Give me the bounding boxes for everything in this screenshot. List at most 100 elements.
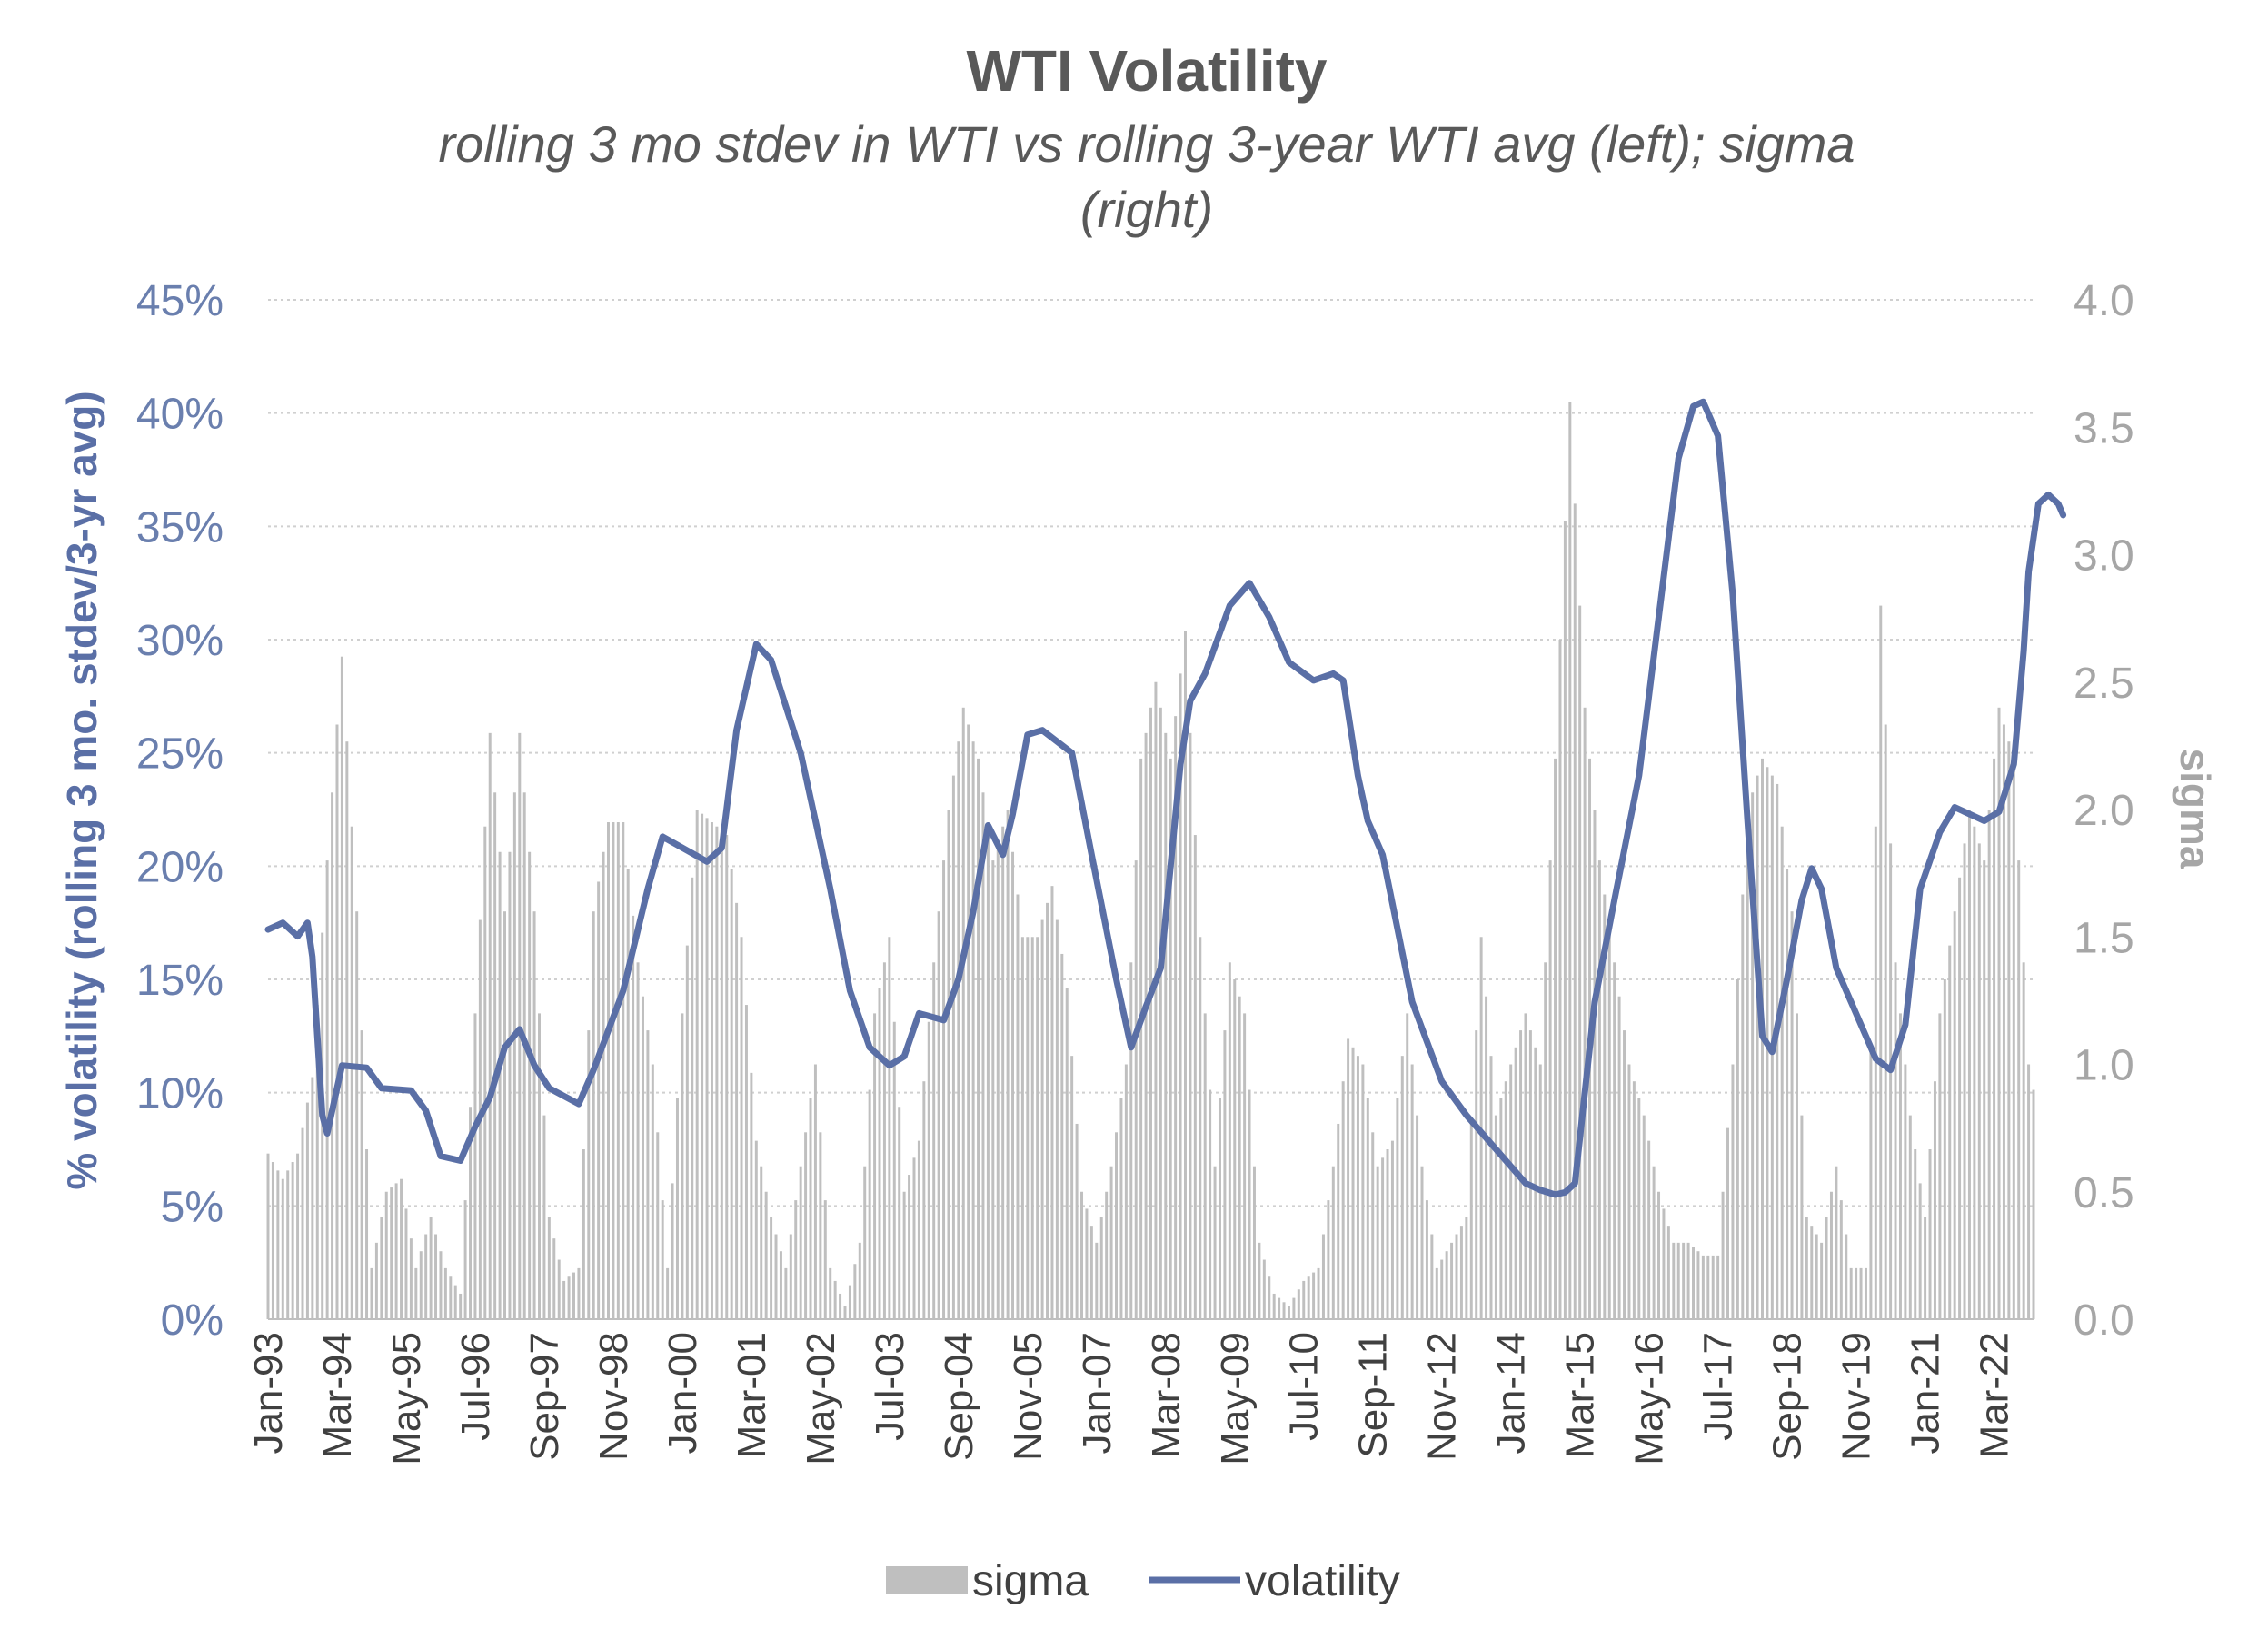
sigma-bar xyxy=(947,810,950,1319)
chart-subtitle-line-1: rolling 3 mo stdev in WTI vs rolling 3-y… xyxy=(438,115,1855,173)
sigma-bar xyxy=(1193,835,1197,1319)
sigma-bar xyxy=(1450,1242,1454,1319)
sigma-bar xyxy=(1696,1251,1700,1319)
sigma-bar xyxy=(552,1238,556,1319)
sigma-bar xyxy=(1065,988,1069,1319)
sigma-bar xyxy=(1780,826,1784,1319)
sigma-bar xyxy=(1055,919,1059,1319)
sigma-bar xyxy=(1721,1191,1725,1319)
x-tick-label: May-09 xyxy=(1213,1332,1258,1465)
sigma-bar xyxy=(1676,1242,1680,1319)
sigma-bar xyxy=(325,860,329,1319)
sigma-bar xyxy=(350,826,353,1319)
x-tick-label: Nov-12 xyxy=(1420,1332,1465,1461)
sigma-bar xyxy=(1997,707,2001,1319)
sigma-bar xyxy=(1203,1013,1207,1319)
sigma-bar xyxy=(1607,928,1611,1319)
sigma-bar xyxy=(2032,1089,2035,1319)
sigma-bar xyxy=(927,1021,930,1319)
sigma-bar xyxy=(1756,775,1759,1319)
y-axis-left-label: % volatility (rolling 3 mo. stdev/3-yr a… xyxy=(58,391,105,1189)
sigma-bar xyxy=(888,937,891,1319)
sigma-bar xyxy=(271,1162,274,1319)
sigma-bar xyxy=(760,1166,763,1319)
sigma-bar xyxy=(917,1140,920,1319)
y-axis-right-label: sigma xyxy=(2172,749,2219,869)
sigma-bar xyxy=(1085,1208,1089,1319)
sigma-bar xyxy=(991,860,995,1319)
sigma-bar xyxy=(374,1242,378,1319)
sigma-bar xyxy=(1006,810,1010,1319)
sigma-bar xyxy=(1347,1038,1350,1319)
sigma-bar xyxy=(1524,1013,1527,1319)
sigma-bar xyxy=(908,1175,911,1319)
chart-subtitle-line-2: (right) xyxy=(1080,181,1213,238)
sigma-bar xyxy=(1149,707,1152,1319)
sigma-bar xyxy=(429,1217,433,1319)
sigma-bar xyxy=(853,1264,857,1319)
sigma-bar xyxy=(1815,1234,1818,1319)
sigma-bar xyxy=(419,1251,423,1319)
sigma-bar xyxy=(967,724,970,1319)
sigma-bar xyxy=(1701,1255,1705,1319)
sigma-bar xyxy=(400,1178,403,1319)
sigma-bar xyxy=(661,1200,664,1319)
sigma-bar xyxy=(823,1200,827,1319)
legend: sigma volatility xyxy=(886,1557,1400,1605)
y-left-tick-label: 35% xyxy=(136,503,224,551)
sigma-bar xyxy=(453,1285,457,1319)
sigma-bar xyxy=(646,1030,650,1319)
sigma-bar xyxy=(1928,1149,1932,1319)
sigma-bar xyxy=(1337,1123,1340,1319)
sigma-bar xyxy=(1613,962,1616,1319)
sigma-bar xyxy=(1030,937,1034,1319)
sigma-bar xyxy=(1020,937,1024,1319)
sigma-bar xyxy=(1973,826,1976,1319)
sigma-bar xyxy=(1154,681,1158,1319)
y-axis-right-ticks: 0.0 0.5 1.0 1.5 2.0 2.5 3.0 3.5 4.0 xyxy=(2074,277,2134,1345)
sigma-bar xyxy=(414,1267,418,1319)
sigma-bar xyxy=(1050,886,1054,1319)
sigma-bar xyxy=(977,758,980,1319)
sigma-bar xyxy=(1795,1013,1798,1319)
sigma-bar xyxy=(1139,758,1143,1319)
x-tick-label: Nov-19 xyxy=(1835,1332,1879,1461)
sigma-bar xyxy=(469,1107,472,1319)
volatility-line xyxy=(264,398,2067,1198)
sigma-bar xyxy=(1914,1149,1917,1319)
sigma-bar xyxy=(681,1013,684,1319)
sigma-bar xyxy=(305,1102,309,1319)
sigma-bar xyxy=(779,1251,782,1319)
sigma-bar xyxy=(1209,1089,1212,1319)
sigma-bar xyxy=(315,1005,319,1319)
sigma-bar xyxy=(1682,1242,1686,1319)
y-left-tick-label: 15% xyxy=(136,957,224,1005)
y-right-tick-label: 4.0 xyxy=(2074,277,2134,325)
sigma-bar xyxy=(942,860,946,1319)
sigma-bar xyxy=(1879,605,1883,1319)
sigma-bar xyxy=(582,1149,585,1319)
sigma-bar xyxy=(1440,1259,1444,1319)
sigma-bar xyxy=(404,1208,408,1319)
sigma-bar xyxy=(1726,1127,1729,1319)
x-tick-label: Sep-18 xyxy=(1766,1332,1810,1461)
sigma-bar xyxy=(710,822,713,1319)
sigma-bar xyxy=(1396,1098,1399,1319)
sigma-bar xyxy=(1603,894,1606,1319)
sigma-bar xyxy=(1040,919,1044,1319)
y-left-tick-label: 10% xyxy=(136,1070,224,1118)
sigma-bar xyxy=(1805,1217,1808,1319)
sigma-bar xyxy=(1963,843,1966,1319)
x-axis-ticks: Jan-93 Mar-94 May-95 Jul-96 Sep-97 Nov-98 Jan-… xyxy=(246,1332,2017,1465)
y-right-tick-label: 0.5 xyxy=(2074,1169,2134,1217)
sigma-bar xyxy=(1746,810,1749,1319)
sigma-bar xyxy=(1060,953,1064,1319)
sigma-bar xyxy=(1262,1259,1266,1319)
sigma-bar xyxy=(641,996,644,1319)
sigma-bar xyxy=(656,1132,660,1319)
sigma-bar xyxy=(715,826,719,1319)
sigma-bar xyxy=(1686,1242,1690,1319)
sigma-bar xyxy=(839,1293,842,1319)
sigma-bar xyxy=(483,826,487,1319)
sigma-bar xyxy=(1252,1166,1256,1319)
